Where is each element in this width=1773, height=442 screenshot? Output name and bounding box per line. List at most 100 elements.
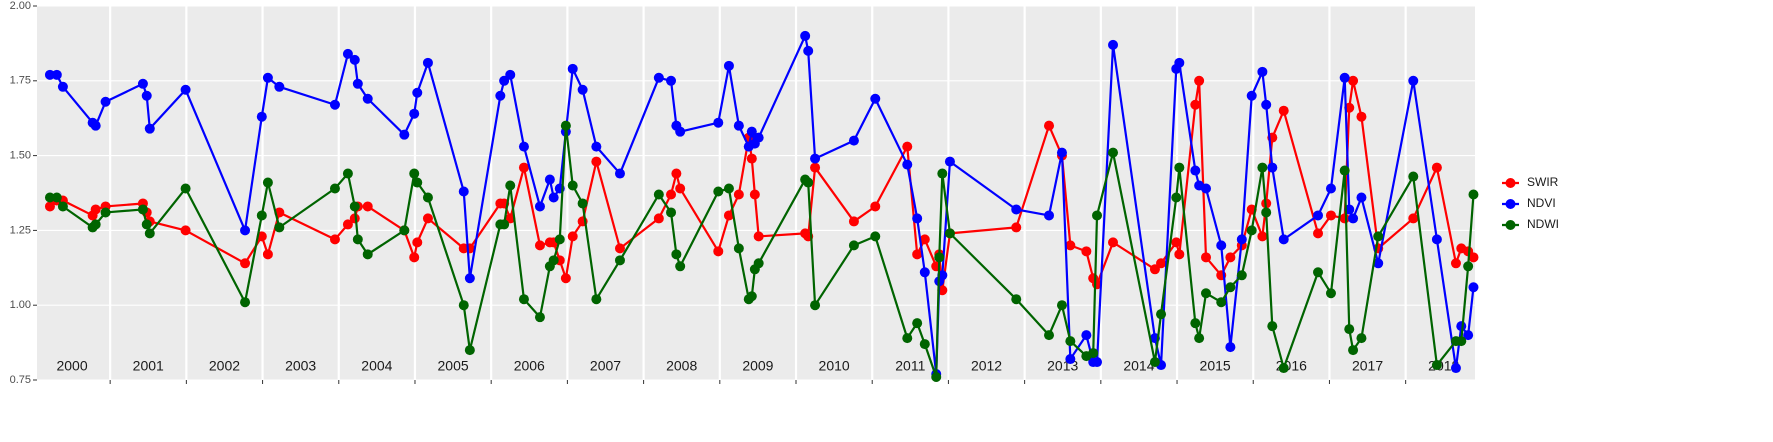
data-point: [180, 84, 191, 95]
y-tick-label: 1.75: [10, 75, 31, 87]
data-point: [1373, 231, 1384, 242]
data-point: [1044, 120, 1055, 131]
data-point: [870, 93, 881, 104]
year-label: 2001: [133, 358, 164, 374]
data-point: [144, 228, 155, 239]
legend-key-point: [1505, 178, 1516, 188]
data-point: [342, 168, 353, 179]
data-point: [919, 234, 930, 245]
data-point: [671, 168, 682, 179]
data-point: [362, 93, 373, 104]
data-point: [1325, 183, 1336, 194]
data-point: [458, 300, 469, 311]
data-point: [342, 48, 353, 59]
data-point: [412, 237, 423, 248]
data-point: [180, 225, 191, 236]
data-point: [1225, 342, 1236, 353]
data-point: [1431, 162, 1442, 173]
data-point: [1339, 72, 1350, 83]
data-point: [733, 120, 744, 131]
data-point: [180, 183, 191, 194]
data-point: [1065, 354, 1076, 365]
data-point: [100, 96, 111, 107]
data-point: [1348, 75, 1359, 86]
year-label: 2008: [666, 358, 697, 374]
data-point: [1356, 192, 1367, 203]
data-point: [902, 159, 913, 170]
legend-label: NDVI: [1527, 196, 1556, 210]
data-point: [753, 258, 764, 269]
data-point: [1108, 237, 1119, 248]
data-point: [1325, 210, 1336, 221]
year-label: 2007: [590, 358, 621, 374]
data-point: [803, 45, 814, 56]
data-point: [1463, 261, 1474, 272]
data-point: [90, 204, 101, 215]
data-point: [1174, 249, 1185, 260]
data-point: [810, 300, 821, 311]
data-point: [1108, 39, 1119, 50]
data-point: [1267, 321, 1278, 332]
data-point: [548, 192, 559, 203]
data-point: [934, 252, 945, 263]
data-point: [141, 90, 152, 101]
data-point: [810, 162, 821, 173]
data-point: [800, 30, 811, 41]
data-point: [944, 156, 955, 167]
data-point: [240, 258, 251, 269]
data-point: [1194, 75, 1205, 86]
data-point: [505, 213, 516, 224]
data-point: [90, 219, 101, 230]
data-point: [1171, 192, 1182, 203]
y-tick-label: 0.75: [10, 374, 31, 386]
data-point: [1468, 189, 1479, 200]
data-point: [591, 294, 602, 305]
data-point: [422, 213, 433, 224]
data-point: [1174, 162, 1185, 173]
data-point: [352, 78, 363, 89]
data-point: [409, 168, 420, 179]
year-label: 2011: [895, 358, 925, 374]
data-point: [499, 75, 510, 86]
data-point: [464, 273, 475, 284]
data-point: [1344, 324, 1355, 335]
data-point: [803, 177, 814, 188]
data-point: [256, 210, 267, 221]
year-label: 2012: [971, 358, 1002, 374]
data-point: [1081, 246, 1092, 257]
data-point: [591, 141, 602, 152]
data-point: [1088, 348, 1099, 359]
data-point: [1408, 213, 1419, 224]
data-point: [1044, 210, 1055, 221]
data-point: [262, 177, 273, 188]
data-point: [44, 69, 55, 80]
data-point: [1463, 330, 1474, 341]
data-point: [1216, 297, 1227, 308]
data-point: [409, 252, 420, 263]
data-point: [666, 207, 677, 218]
data-point: [1216, 240, 1227, 251]
data-point: [51, 69, 62, 80]
data-point: [1257, 66, 1268, 77]
data-point: [422, 57, 433, 68]
data-point: [44, 201, 55, 212]
data-point: [329, 183, 340, 194]
data-point: [919, 339, 930, 350]
data-point: [912, 249, 923, 260]
data-point: [144, 123, 155, 134]
y-tick-label: 1.25: [10, 224, 31, 236]
data-point: [44, 192, 55, 203]
data-point: [399, 129, 410, 140]
data-point: [931, 372, 942, 383]
data-point: [1356, 111, 1367, 122]
data-point: [577, 198, 588, 209]
data-point: [412, 87, 423, 98]
data-point: [848, 240, 859, 251]
data-point: [1261, 99, 1272, 110]
data-point: [1200, 252, 1211, 263]
data-point: [1200, 183, 1211, 194]
data-point: [577, 84, 588, 95]
data-point: [810, 153, 821, 164]
